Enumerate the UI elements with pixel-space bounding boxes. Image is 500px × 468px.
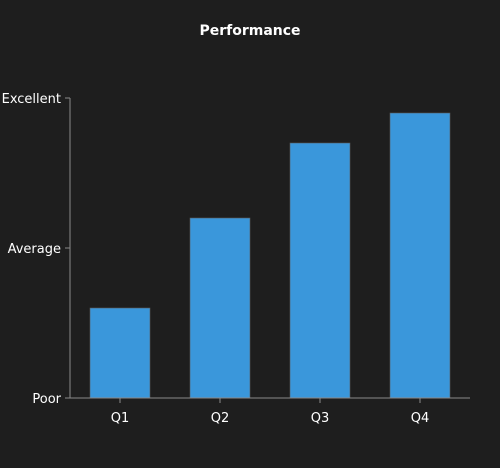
y-tick-label: Excellent [2,92,61,107]
bars-layer [89,112,451,399]
x-tick-label: Q1 [111,411,130,426]
chart-title: Performance [199,23,300,39]
y-tick-label: Poor [32,392,61,407]
x-tick-label: Q4 [411,411,430,426]
x-tick-label: Q2 [211,411,230,426]
bar-q2 [189,217,251,399]
y-tick-label: Average [8,242,61,257]
bar-q4 [389,112,451,399]
bar-q1 [89,307,151,399]
bar-q3 [289,142,351,399]
ticks-layer: Q1 Q2 Q3 Q4 Poor Average Excellent [2,92,430,426]
x-tick-label: Q3 [311,411,330,426]
